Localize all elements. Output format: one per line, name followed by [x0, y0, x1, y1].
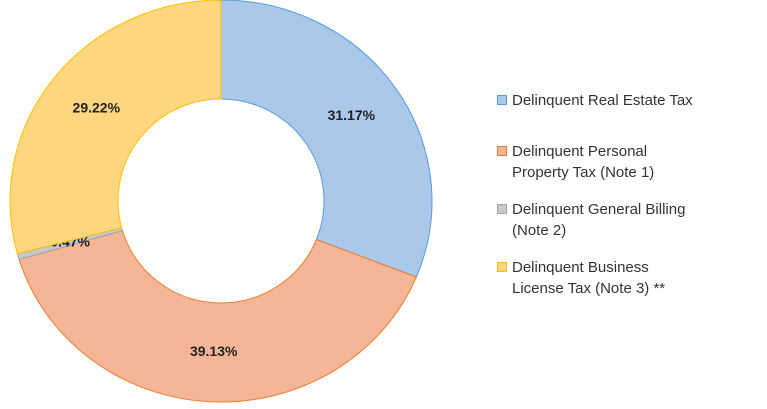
legend-label: Delinquent Real Estate Tax [512, 92, 693, 109]
legend-item: Delinquent Personal Property Tax (Note 1… [497, 141, 702, 183]
legend-item: Delinquent General Billing (Note 2) [497, 199, 702, 241]
slice [18, 230, 417, 403]
legend-label: Delinquent General Billing (Note 2) [512, 201, 686, 239]
legend-swatch [497, 204, 507, 214]
donut: 31.17%39.13%0.47%29.22% [9, 0, 433, 403]
legend-label: Delinquent Business License Tax (Note 3)… [512, 259, 666, 297]
legend-item: Delinquent Business License Tax (Note 3)… [497, 257, 702, 299]
legend-item: Delinquent Real Estate Tax [497, 90, 702, 111]
data-label: 29.22% [73, 100, 121, 116]
legend-swatch [497, 262, 507, 272]
legend: Delinquent Real Estate Tax Delinquent Per… [497, 90, 702, 315]
legend-swatch [497, 95, 507, 105]
legend-swatch [497, 146, 507, 156]
legend-label: Delinquent Personal Property Tax (Note 1… [512, 143, 655, 181]
slice [9, 0, 222, 255]
slice [220, 0, 433, 278]
data-label: 31.17% [328, 107, 376, 123]
data-label: 39.13% [190, 343, 238, 359]
